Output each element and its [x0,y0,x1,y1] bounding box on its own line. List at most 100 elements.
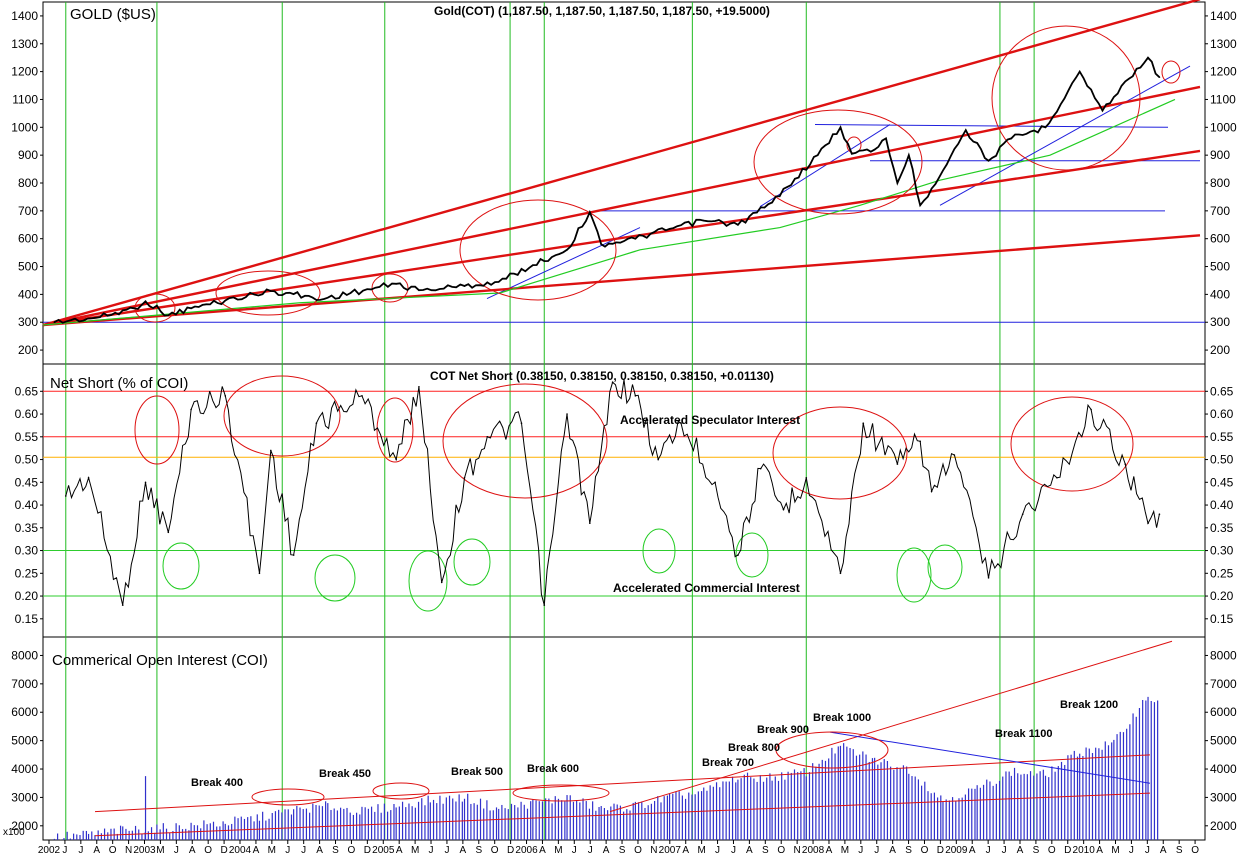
net-short-line-point [714,481,716,484]
cot-panel [42,363,1206,638]
gold-price-line-point [99,316,101,319]
x-tick-label: O [1191,845,1199,855]
gold-price-line-point [395,283,397,285]
y-tick-label: 1000 [11,120,38,134]
coi-unit-label: x100 [3,827,25,838]
y-tick-label: 6000 [11,705,38,719]
gold-price-line-point [816,154,819,156]
x-tick-label: D [937,845,944,855]
x-tick-label: A [603,845,610,855]
x-tick-label: O [348,845,356,855]
break-label: Break 700 [702,757,754,769]
x-tick-label: 2005 [372,845,395,855]
net-short-line-point [190,408,192,411]
net-short-line-point [611,381,614,384]
net-short-line-point [1158,513,1161,515]
x-tick-label: J [78,845,83,855]
gold-price-line-point [987,159,990,162]
x-tick-label: D [220,845,227,855]
y-tick-label: 1200 [11,65,38,79]
y-tick-label: 1200 [1210,65,1237,79]
x-tick-label: O [109,845,117,855]
y-tick-label: 4000 [11,762,38,776]
x-tick-label: J [572,845,577,855]
x-tick-label: N [125,845,132,855]
cot-panel-header: COT Net Short (0.38150, 0.38150, 0.38150… [430,369,774,383]
break-ellipse [372,782,430,800]
break-label: Break 800 [728,742,780,754]
x-tick-label: A [253,845,260,855]
y-tick-label: 0.45 [1210,475,1234,489]
net-short-line-point [680,422,682,424]
gold-price-line-point [167,314,170,317]
x-tick-label: A [396,845,403,855]
x-tick-label: S [1176,845,1183,855]
x-tick-label: J [715,845,720,855]
x-tick-label: J [301,845,306,855]
x-tick-label: M [554,845,562,855]
gold-highlight-ellipse [1161,60,1181,84]
y-tick-label: 300 [18,315,38,329]
commercial-annotation: Accelerated Commercial Interest [613,581,800,595]
commercial-ellipse [896,547,932,603]
break-label: Break 1100 [995,728,1053,740]
y-tick-label: 0.35 [1210,521,1234,535]
x-tick-label: O [491,845,499,855]
gold-price-line-point [930,187,933,190]
y-tick-label: 0.55 [15,430,39,444]
gold-price-line-point [270,290,272,292]
y-tick-label: 500 [1210,260,1230,274]
gold-axes: 200 200 300 300 400 400 500 500 600 600 700 700 800 8… [11,9,1237,357]
gold-price-line-point [771,201,773,204]
y-tick-label: 7000 [1210,677,1237,691]
x-tick-label: A [826,845,833,855]
net-short-line-point [463,476,466,479]
commercial-ellipse [453,538,491,586]
net-short-line-point [270,449,272,452]
x-axis-labels: 2002 J J A O N 2003 M J A O D 2004 A M J J A S O D 2005 A M J J A S… [38,840,1199,855]
trend-line [939,65,1191,206]
cot-series [64,379,1161,606]
net-short-line-point [805,476,808,479]
gold-highlight-ellipse [459,199,617,301]
x-tick-label: S [905,845,912,855]
net-short-line-point [737,554,739,556]
x-tick-label: M [841,845,849,855]
gold-highlight-ellipse [991,25,1141,171]
y-tick-label: 0.40 [1210,498,1234,512]
y-tick-label: 2000 [1210,819,1237,833]
net-short-line-point [657,458,659,461]
net-short-line-point [486,436,489,438]
y-tick-label: 0.55 [1210,430,1234,444]
x-tick-label: A [539,845,546,855]
y-tick-label: 1400 [11,9,38,23]
gold-highlight-ellipse [371,273,409,303]
x-tick-label: M [156,845,164,855]
net-short-line-point [862,422,865,424]
gold-price-line-point [133,307,135,310]
gold-price-line-point [349,292,352,294]
gold-price-line-point [634,237,637,240]
x-tick-label: J [174,845,179,855]
net-short-line-point [520,422,523,424]
net-short-line-point [1124,463,1127,465]
coi-axes: 2000 2000 3000 3000 4000 4000 5000 5000 6000 6000… [11,648,1237,832]
x-tick-label: 2003 [133,845,156,855]
gold-panel-title: GOLD ($US) [70,6,156,23]
gold-series [53,56,1161,324]
cot-axes: 0.15 0.15 0.20 0.20 0.25 0.25 0.30 0.30 0.35 0.35… [15,384,1234,626]
y-tick-label: 1300 [11,37,38,51]
gold-price-line-point [1010,137,1013,140]
net-short-line-point [634,395,637,397]
break-label: Break 900 [757,724,809,736]
coi-resistance-line [829,731,1151,784]
net-short-line-point [1147,522,1149,525]
y-tick-label: 900 [1210,148,1230,162]
coi-trend-line [94,792,1151,837]
net-short-line-point [1056,476,1058,479]
x-tick-label: A [969,845,976,855]
x-tick-label: O [1048,845,1056,855]
gold-panel [42,1,1206,365]
y-tick-label: 200 [18,343,38,357]
